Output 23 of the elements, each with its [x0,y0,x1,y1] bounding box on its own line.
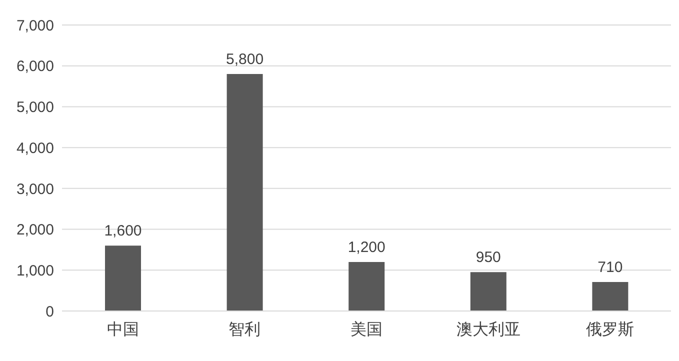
x-tick-label: 中国 [106,320,139,338]
y-tick-label: 6,000 [16,58,54,76]
bar [470,272,506,311]
bar [592,282,628,311]
x-tick-label: 智利 [228,320,261,338]
data-label: 950 [476,249,501,266]
y-tick-label: 0 [46,303,54,320]
data-label: 1,200 [348,238,386,256]
bar [226,74,263,311]
y-tick-label: 3,000 [16,180,54,198]
x-tick-label: 俄罗斯 [586,320,634,338]
y-tick-label: 4,000 [16,140,54,157]
y-tick-label: 1,000 [16,262,54,280]
x-tick-label: 澳大利亚 [456,320,520,338]
bar [105,246,141,311]
bar [348,262,385,311]
y-tick-label: 5,000 [16,99,54,116]
y-tick-label: 7,000 [16,17,54,34]
data-label: 1,600 [104,222,142,240]
data-label: 5,800 [226,51,264,68]
data-label: 710 [598,258,623,276]
x-tick-label: 美国 [350,320,382,338]
y-tick-label: 2,000 [16,222,54,239]
